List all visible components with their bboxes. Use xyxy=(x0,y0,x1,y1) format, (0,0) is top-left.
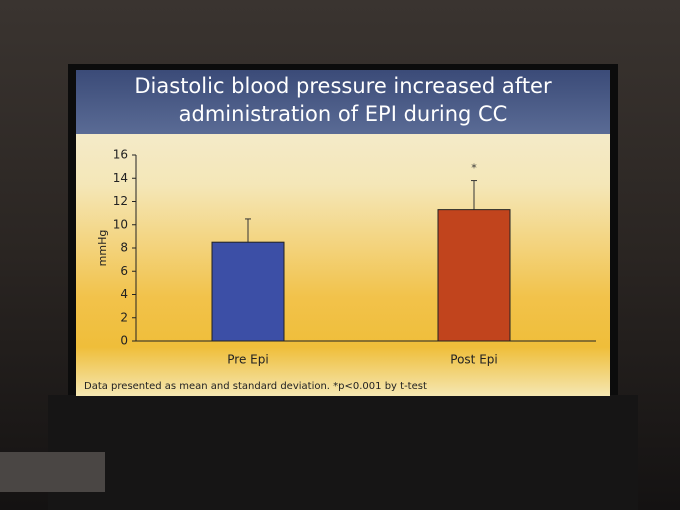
bar xyxy=(211,241,285,342)
x-tick-label: Post Epi xyxy=(450,353,497,367)
y-tick-label: 10 xyxy=(113,217,128,231)
podium xyxy=(48,395,638,510)
y-tick-label: 2 xyxy=(120,310,128,324)
y-tick-label: 0 xyxy=(120,334,128,348)
chart-title: Diastolic blood pressure increased after… xyxy=(134,74,552,126)
y-tick-label: 6 xyxy=(120,264,128,278)
table xyxy=(0,452,105,492)
y-tick-label: 8 xyxy=(120,241,128,255)
title-box: Diastolic blood pressure increased after… xyxy=(134,74,552,126)
significance-marker: * xyxy=(471,162,477,175)
footnote: Data presented as mean and standard devi… xyxy=(84,381,427,392)
y-tick-label: 16 xyxy=(113,148,128,162)
y-axis-label: mmHg xyxy=(96,230,109,267)
x-tick-label: Pre Epi xyxy=(227,353,268,367)
y-tick-label: 12 xyxy=(113,194,128,208)
bar xyxy=(437,209,511,342)
y-tick-label: 14 xyxy=(113,171,128,185)
y-tick-label: 4 xyxy=(120,287,128,301)
title-band xyxy=(76,70,610,134)
